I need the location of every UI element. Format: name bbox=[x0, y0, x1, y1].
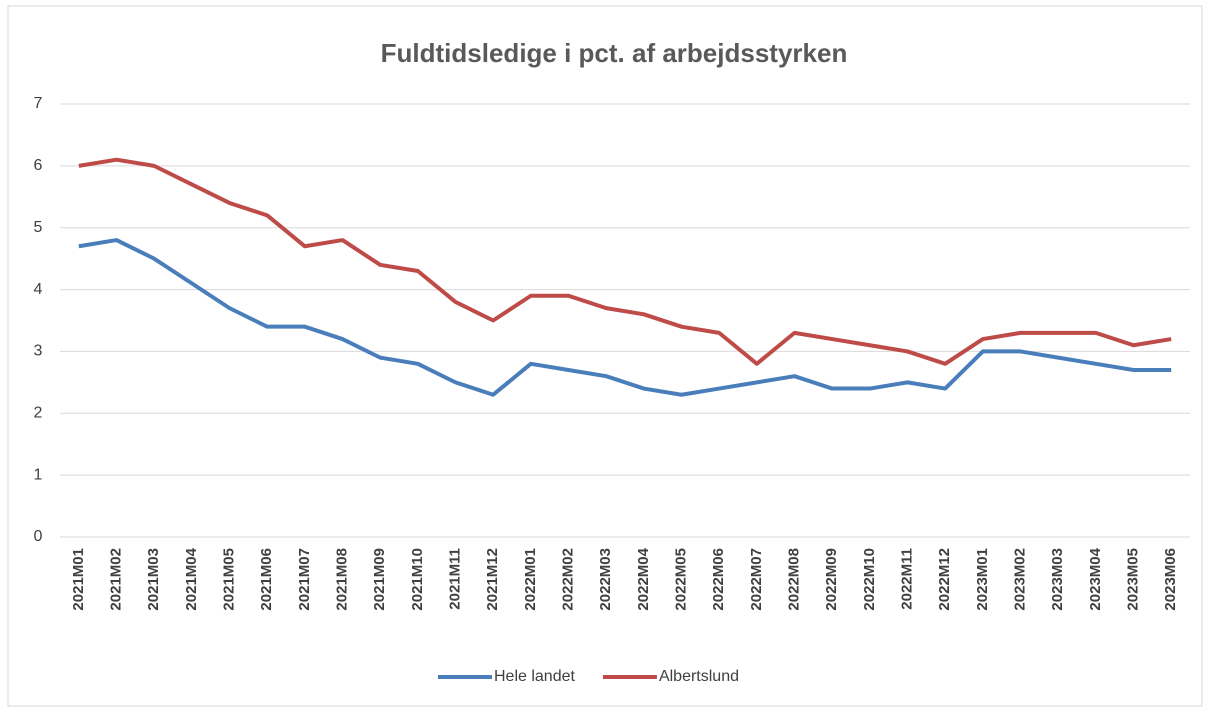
x-tick-label: 2023M03 bbox=[1049, 548, 1066, 611]
line-series bbox=[78, 238, 1172, 397]
x-tick-label: 2021M06 bbox=[258, 548, 275, 611]
x-tick-label: 2021M07 bbox=[296, 548, 313, 611]
y-tick-label: 2 bbox=[34, 405, 43, 422]
x-tick-label: 2023M06 bbox=[1162, 548, 1179, 611]
x-tick-label: 2023M04 bbox=[1087, 547, 1104, 610]
legend-label: Albertslund bbox=[659, 668, 739, 685]
x-tick-label: 2022M08 bbox=[785, 548, 802, 611]
line-series bbox=[78, 157, 1172, 366]
x-tick-label: 2022M02 bbox=[559, 548, 576, 611]
x-tick-label: 2023M05 bbox=[1124, 548, 1141, 611]
y-tick-label: 3 bbox=[34, 343, 43, 360]
x-tick-label: 2023M02 bbox=[1011, 548, 1028, 611]
x-tick-label: 2021M05 bbox=[220, 548, 237, 611]
y-tick-label: 0 bbox=[34, 528, 43, 545]
x-tick-label: 2021M11 bbox=[446, 548, 463, 610]
x-tick-label: 2021M01 bbox=[70, 548, 87, 611]
x-tick-label: 2022M01 bbox=[522, 548, 539, 611]
x-tick-label: 2021M10 bbox=[409, 548, 426, 611]
x-tick-label: 2021M08 bbox=[333, 548, 350, 611]
x-tick-label: 2022M12 bbox=[936, 548, 953, 611]
x-tick-label: 2021M02 bbox=[107, 548, 124, 611]
y-tick-label: 7 bbox=[34, 95, 43, 112]
x-tick-label: 2022M09 bbox=[823, 548, 840, 611]
x-tick-label: 2022M06 bbox=[710, 548, 727, 611]
y-tick-label: 5 bbox=[34, 219, 43, 236]
x-tick-label: 2021M04 bbox=[183, 547, 200, 610]
x-tick-label: 2023M01 bbox=[974, 548, 991, 611]
y-tick-label: 6 bbox=[34, 157, 43, 174]
x-tick-label: 2022M07 bbox=[748, 548, 765, 611]
x-tick-label: 2022M03 bbox=[597, 548, 614, 611]
chart-title: Fuldtidsledige i pct. af arbejdsstyrken bbox=[381, 38, 848, 68]
x-tick-label: 2021M09 bbox=[371, 548, 388, 611]
x-tick-label: 2022M10 bbox=[861, 548, 878, 611]
chart-border bbox=[7, 5, 1203, 707]
y-tick-label: 4 bbox=[34, 281, 43, 298]
x-tick-label: 2022M05 bbox=[672, 548, 689, 611]
legend-label: Hele landet bbox=[494, 668, 576, 685]
x-tick-label: 2022M04 bbox=[635, 547, 652, 610]
x-tick-label: 2021M12 bbox=[484, 548, 501, 611]
x-tick-label: 2021M03 bbox=[145, 548, 162, 611]
x-tick-label: 2022M11 bbox=[898, 548, 915, 610]
y-tick-label: 1 bbox=[34, 466, 43, 483]
